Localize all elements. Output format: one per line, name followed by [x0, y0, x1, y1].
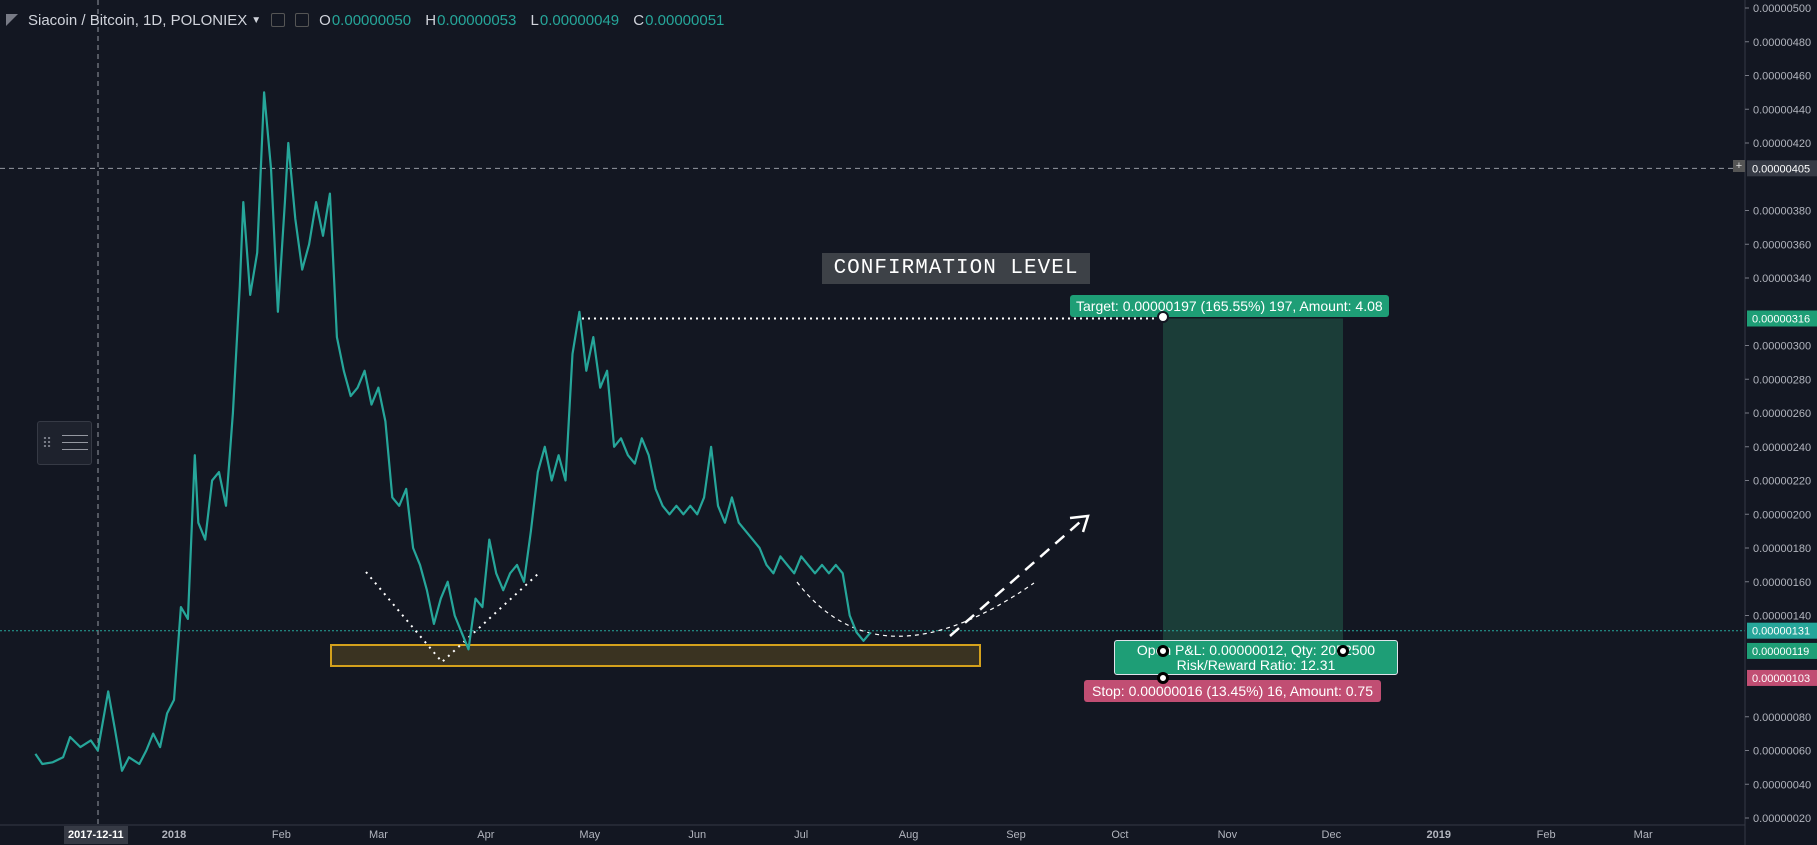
object-tree-icon[interactable]	[62, 432, 88, 454]
y-tick-label: 0.00000440	[1753, 104, 1811, 116]
plot-area[interactable]	[0, 0, 1745, 825]
symbol-title[interactable]: Siacoin / Bitcoin, 1D, POLONIEX	[28, 11, 248, 29]
stop-label[interactable]: Stop: 0.00000016 (13.45%) 16, Amount: 0.…	[1084, 680, 1381, 702]
x-tick-label: Jun	[688, 829, 706, 841]
pnl-line: Open P&L: 0.00000012, Qty: 2052500	[1136, 642, 1376, 658]
ohlc-low-value: 0.00000049	[539, 11, 620, 29]
y-tick-label: 0.00000480	[1753, 37, 1811, 49]
ohlc-close-key: C	[633, 11, 645, 29]
y-tick-label: 0.00000060	[1753, 746, 1811, 758]
x-tick-label: Mar	[369, 829, 388, 841]
y-tick-label: 0.00000260	[1753, 408, 1811, 420]
y-tick-label: 0.00000020	[1753, 813, 1811, 825]
y-tick-label: 0.00000420	[1753, 138, 1811, 150]
x-tick-label: 2018	[162, 829, 186, 841]
y-tick-label: 0.00000460	[1753, 71, 1811, 83]
visibility-toggle-icon[interactable]	[271, 13, 286, 27]
stop-handle[interactable]	[1157, 672, 1169, 684]
x-tick-label: Feb	[272, 829, 291, 841]
drag-handle-icon[interactable]: ⠿	[41, 435, 53, 451]
target-handle[interactable]	[1157, 311, 1169, 323]
entry-handle-right[interactable]	[1337, 645, 1349, 657]
x-tick-label: Feb	[1537, 829, 1556, 841]
y-tick-label: 0.00000200	[1753, 509, 1811, 521]
entry-handle-left[interactable]	[1157, 645, 1169, 657]
x-tick-label: Dec	[1322, 829, 1342, 841]
y-tick-label: 0.00000500	[1753, 3, 1811, 15]
support-zone[interactable]	[330, 644, 981, 667]
drawing-toolbox[interactable]: ⠿	[37, 421, 92, 465]
ohlc-high-key: H	[425, 11, 437, 29]
ohlc-open-key: O	[319, 11, 331, 29]
ohlc-low-key: L	[530, 11, 539, 29]
settings-icon[interactable]	[295, 13, 310, 27]
ohlc-open-value: 0.00000050	[331, 11, 412, 29]
y-tick-label: 0.00000180	[1753, 543, 1811, 555]
chart-header: Siacoin / Bitcoin, 1D, POLONIEX ▼ O0.000…	[0, 0, 734, 40]
y-tick-label: 0.00000380	[1753, 206, 1811, 218]
x-tick-label: Jul	[794, 829, 808, 841]
price-tag-label: 0.00000316	[1752, 314, 1810, 326]
price-tag-bg	[1747, 642, 1817, 659]
price-tag-bg	[1747, 310, 1817, 327]
y-tick-label: 0.00000280	[1753, 374, 1811, 386]
x-tick-label: Mar	[1634, 829, 1653, 841]
x-tick-label: Oct	[1111, 829, 1128, 841]
y-tick-label: 0.00000220	[1753, 476, 1811, 488]
y-tick-label: 0.00000240	[1753, 442, 1811, 454]
target-zone	[1163, 318, 1343, 651]
y-tick-label: 0.00000040	[1753, 779, 1811, 791]
price-tag-label: 0.00000119	[1752, 646, 1809, 658]
y-tick-label: 0.00000360	[1753, 239, 1811, 251]
pnl-label[interactable]: Open P&L: 0.00000012, Qty: 2052500 Risk/…	[1114, 640, 1398, 675]
y-tick-label: 0.00000300	[1753, 341, 1811, 353]
y-tick-label: 0.00000080	[1753, 712, 1811, 724]
symbol-flag-icon	[6, 14, 18, 26]
ohlc-close-value: 0.00000051	[645, 11, 725, 29]
target-label[interactable]: Target: 0.00000197 (165.55%) 197, Amount…	[1070, 295, 1389, 317]
projection-arrow-line	[949, 521, 1081, 637]
price-tag-label: 0.00000103	[1752, 673, 1810, 685]
x-tick-label: Sep	[1006, 829, 1026, 841]
add-alert-icon[interactable]: +	[1733, 160, 1745, 172]
arrowhead-icon	[1069, 514, 1090, 533]
risk-reward-line: Risk/Reward Ratio: 12.31	[1176, 657, 1336, 673]
x-tick-label: May	[579, 829, 600, 841]
target-zone-rect	[1163, 318, 1343, 651]
ohlc-values: O0.00000050 H0.00000053 L0.00000049 C0.0…	[319, 12, 734, 29]
ohlc-high-value: 0.00000053	[437, 11, 517, 29]
price-series-line-0[interactable]	[34, 91, 872, 772]
y-tick-label: 0.00000140	[1753, 611, 1811, 623]
price-tag-label: 0.00000131	[1752, 626, 1810, 638]
price-tag-bg	[1747, 669, 1817, 686]
crosshair-date-label: 2017-12-11	[64, 826, 128, 844]
x-tick-label: 2019	[1426, 829, 1450, 841]
y-tick-label: 0.00000340	[1753, 273, 1811, 285]
x-tick-label: Nov	[1218, 829, 1238, 841]
y-tick-label: 0.00000160	[1753, 577, 1811, 589]
confirmation-level-label[interactable]: CONFIRMATION LEVEL	[822, 253, 1090, 284]
rounding-bottom-curve	[796, 581, 1035, 637]
time-axis[interactable]: De2018FebMarAprMayJunJulAugSepOctNovDec2…	[70, 829, 1653, 841]
support-zone-rect[interactable]	[330, 644, 981, 667]
price-tag-bg	[1747, 622, 1817, 639]
price-tag-bg	[1747, 160, 1817, 177]
chevron-down-icon[interactable]: ▼	[251, 14, 262, 26]
price-axis[interactable]: 0.00000500 0.00000480 0.00000460 0.00000440…	[1745, 3, 1817, 825]
x-tick-label: Aug	[899, 829, 919, 841]
price-tag-label: 0.00000405	[1752, 163, 1810, 175]
x-tick-label: Apr	[477, 829, 494, 841]
